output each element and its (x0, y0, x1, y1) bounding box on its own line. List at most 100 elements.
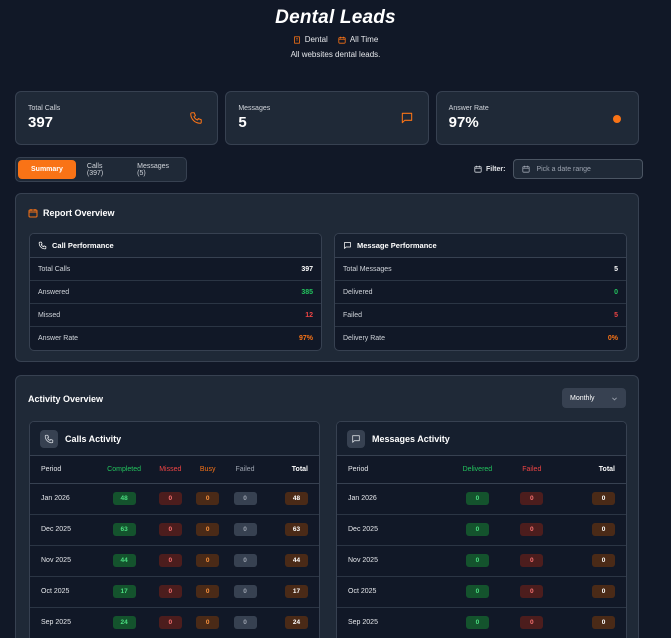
tab-messages[interactable]: Messages (5) (137, 162, 170, 177)
table-header-row: Period Delivered Failed Total (337, 456, 626, 484)
total-cell: 63 (263, 514, 319, 546)
failed-pill: 0 (233, 616, 257, 629)
messages-activity-table: Period Delivered Failed Total Jan 2026 0… (337, 456, 626, 638)
period-cell: Oct 2025 (337, 576, 447, 608)
missed-cell: 0 (151, 576, 189, 608)
header-tags: Dental All Time (0, 35, 671, 44)
kv-label: Total Messages (343, 265, 392, 273)
kv-value: 0 (614, 288, 618, 296)
failed-pill: 0 (233, 523, 257, 536)
stat-card-answer-rate: Answer Rate 97% (435, 91, 639, 145)
table-header-row: Period Completed Missed Busy Failed Tota… (30, 456, 319, 484)
message-performance-card: Message Performance Total Messages 5 Deli… (334, 233, 627, 351)
tab-calls[interactable]: Calls (397) (86, 162, 104, 177)
delivered-pill: 0 (465, 585, 489, 598)
category-tag-label: Dental (304, 35, 328, 44)
status-dot-icon (612, 115, 621, 123)
calendar-icon (522, 165, 531, 173)
messages-activity-card: Messages Activity Period Delivered Faile… (336, 421, 627, 638)
total-cell: 44 (263, 545, 319, 577)
stat-label: Answer Rate (448, 105, 489, 112)
col-delivered: Delivered (446, 456, 509, 484)
messages-icon-box (347, 429, 365, 448)
calls-activity-title: Calls Activity (65, 433, 122, 444)
activity-overview-title: Activity Overview (28, 394, 104, 404)
stat-label: Messages (238, 105, 271, 112)
calls-activity-header: Calls Activity (30, 422, 319, 456)
date-range-picker[interactable]: Pick a date range (513, 159, 644, 179)
delivered-cell: 0 (446, 607, 509, 638)
kv-row: Answer Rate 97% (30, 327, 321, 350)
delivered-cell: 0 (446, 576, 509, 608)
stat-label: Total Calls (28, 105, 61, 112)
completed-cell: 48 (96, 483, 152, 515)
period-cell: Oct 2025 (30, 576, 97, 608)
period-cell: Jan 2026 (337, 483, 447, 515)
failed-pill: 0 (233, 554, 257, 567)
call-performance-title: Call Performance (52, 241, 114, 250)
table-row: Nov 2025 0 0 0 (337, 545, 626, 577)
missed-cell: 0 (151, 514, 189, 546)
busy-pill: 0 (196, 585, 220, 598)
total-pill: 0 (592, 523, 615, 536)
delivered-pill: 0 (465, 616, 489, 629)
table-row: Oct 2025 0 0 0 (337, 576, 626, 608)
total-pill: 24 (285, 616, 308, 629)
period-cell: Nov 2025 (30, 545, 97, 577)
calendar-icon (474, 165, 482, 173)
delivered-pill: 0 (465, 554, 489, 567)
kv-row: Answered 385 (30, 281, 321, 304)
failed-cell: 0 (226, 545, 264, 577)
period-cell: Jan 2026 (30, 483, 97, 515)
kv-label: Answered (38, 288, 70, 296)
kv-value: 97% (298, 335, 313, 342)
missed-pill: 0 (158, 554, 182, 567)
failed-pill: 0 (520, 554, 544, 567)
delivered-cell: 0 (446, 514, 509, 546)
period-cell: Dec 2025 (30, 514, 97, 546)
phone-icon (38, 241, 47, 250)
failed-pill: 0 (520, 492, 544, 505)
delivered-pill: 0 (465, 523, 489, 536)
completed-cell: 44 (96, 545, 152, 577)
kv-row: Total Calls 397 (30, 258, 321, 281)
total-cell: 17 (263, 576, 319, 608)
kv-label: Delivered (343, 288, 373, 296)
kv-row: Total Messages 5 (335, 258, 626, 281)
stat-cards: Total Calls 397 Messages 5 Answer Rate 9… (15, 91, 639, 145)
kv-value: 385 (301, 288, 313, 296)
total-pill: 17 (285, 585, 308, 598)
failed-pill: 0 (233, 585, 257, 598)
period-cell: Nov 2025 (337, 545, 447, 577)
completed-pill: 17 (112, 585, 136, 598)
message-icon (401, 112, 412, 124)
phone-icon (44, 434, 54, 443)
total-cell: 24 (263, 607, 319, 638)
call-performance-header: Call Performance (30, 234, 321, 258)
failed-pill: 0 (520, 616, 544, 629)
completed-pill: 44 (112, 554, 136, 567)
message-icon (344, 242, 351, 249)
calls-icon-box (40, 429, 58, 448)
delivered-cell: 0 (446, 483, 509, 515)
period-select[interactable]: Monthly (562, 388, 626, 408)
completed-pill: 24 (112, 616, 136, 629)
stat-value: 97% (448, 114, 479, 131)
table-row: Jan 2026 48 0 0 0 48 (30, 483, 319, 515)
kv-label: Missed (38, 311, 61, 319)
completed-cell: 17 (96, 576, 152, 608)
total-pill: 63 (285, 523, 308, 536)
tab-summary[interactable]: Summary (18, 160, 76, 179)
category-tag: Dental (293, 35, 328, 44)
message-performance-header: Message Performance (335, 234, 626, 258)
failed-cell: 0 (226, 607, 264, 638)
total-pill: 44 (285, 554, 308, 567)
failed-pill: 0 (233, 492, 257, 505)
total-cell: 0 (555, 607, 626, 638)
kv-row: Delivered 0 (335, 281, 626, 304)
kv-row: Failed 5 (335, 304, 626, 327)
total-pill: 0 (592, 554, 615, 567)
col-completed: Completed (96, 456, 152, 484)
table-row: Nov 2025 44 0 0 0 44 (30, 545, 319, 577)
calendar-icon (338, 36, 346, 44)
